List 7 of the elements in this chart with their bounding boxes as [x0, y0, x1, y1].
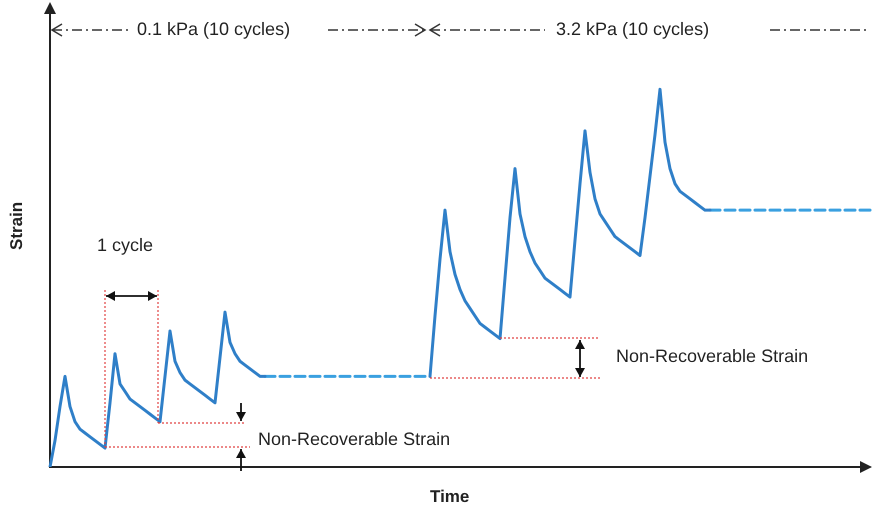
- y-axis-title: Strain: [7, 202, 26, 250]
- x-axis-title: Time: [430, 487, 470, 506]
- annotation: Non-Recoverable Strain: [258, 429, 450, 449]
- text: 0.1 kPa (10 cycles): [137, 19, 290, 39]
- annotation: 1 cycle: [97, 235, 154, 255]
- annotation: Non-Recoverable Strain: [616, 346, 808, 366]
- text: 3.2 kPa (10 cycles): [556, 19, 710, 39]
